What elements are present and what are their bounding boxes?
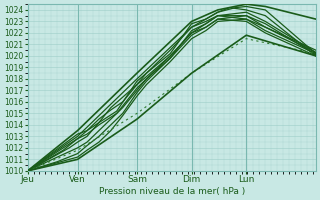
X-axis label: Pression niveau de la mer( hPa ): Pression niveau de la mer( hPa ) bbox=[99, 187, 245, 196]
